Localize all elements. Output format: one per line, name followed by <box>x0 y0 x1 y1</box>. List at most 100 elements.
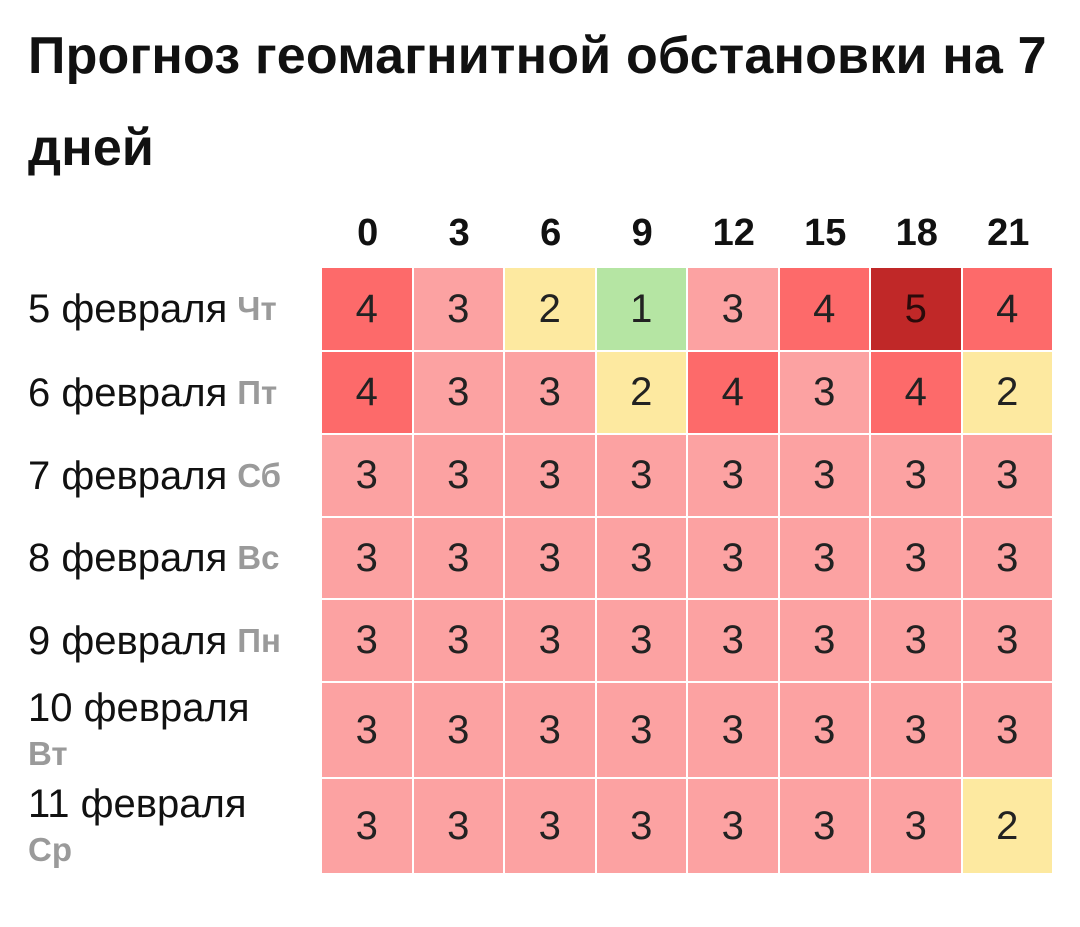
kp-cell: 3 <box>413 268 503 350</box>
kp-cell: 3 <box>688 600 778 681</box>
row-label: 7 февраля Сб <box>28 435 322 516</box>
row-cells: 3 3 3 3 3 3 3 3 <box>322 683 1052 777</box>
weekday-label: Вс <box>237 539 280 576</box>
kp-cell: 3 <box>962 683 1052 777</box>
hour-label: 18 <box>895 212 938 254</box>
row-label: 5 февраля Чт <box>28 268 322 350</box>
kp-cell: 3 <box>962 600 1052 681</box>
row-label: 9 февраля Пн <box>28 600 322 681</box>
kp-cell: 3 <box>871 518 961 598</box>
kp-cell: 3 <box>871 779 961 873</box>
kp-cell: 3 <box>596 683 686 777</box>
kp-cell: 1 <box>596 268 686 350</box>
row-cells: 3 3 3 3 3 3 3 3 <box>322 600 1052 681</box>
kp-cell: 3 <box>688 683 778 777</box>
weekday-label: Пт <box>237 373 278 411</box>
kp-cell: 3 <box>322 779 412 873</box>
kp-cell: 4 <box>962 268 1052 350</box>
kp-cell: 3 <box>596 779 686 873</box>
kp-cell: 3 <box>962 518 1052 598</box>
kp-cell: 3 <box>413 352 503 433</box>
row-label: 10 февраля Вт <box>28 683 322 777</box>
forecast-row: 9 февраля Пн 3 3 3 3 3 3 3 3 <box>28 600 1054 681</box>
kp-cell: 3 <box>779 779 869 873</box>
hour-label: 3 <box>448 212 470 254</box>
date-label: 9 февраля <box>28 618 228 663</box>
kp-cell: 3 <box>596 518 686 598</box>
date-label: 5 февраля <box>28 287 228 331</box>
date-label: 6 февраля <box>28 370 228 415</box>
row-cells: 3 3 3 3 3 3 3 2 <box>322 779 1052 873</box>
forecast-row: 6 февраля Пт 4 3 3 2 4 3 4 2 <box>28 352 1054 433</box>
kp-cell: 3 <box>322 600 412 681</box>
kp-cell: 2 <box>962 352 1052 433</box>
weekday-label: Пн <box>237 621 281 659</box>
kp-cell: 4 <box>322 352 412 433</box>
kp-cell: 3 <box>413 435 503 516</box>
kp-cell: 3 <box>688 435 778 516</box>
hour-label: 15 <box>804 212 847 254</box>
kp-cell: 2 <box>596 352 686 433</box>
hour-label: 0 <box>357 212 379 254</box>
kp-cell: 3 <box>871 683 961 777</box>
weekday-label: Сб <box>237 456 282 494</box>
kp-cell: 3 <box>505 779 595 873</box>
kp-cell: 2 <box>505 268 595 350</box>
forecast-row: 5 февраля Чт 4 3 2 1 3 4 5 4 <box>28 268 1054 350</box>
kp-cell: 3 <box>688 268 778 350</box>
kp-cell: 3 <box>505 435 595 516</box>
date-label: 8 февраля <box>28 536 228 580</box>
date-label: 7 февраля <box>28 453 228 498</box>
kp-cell: 3 <box>505 518 595 598</box>
forecast-row: 11 февраля Ср 3 3 3 3 3 3 3 2 <box>28 779 1054 873</box>
row-cells: 3 3 3 3 3 3 3 3 <box>322 435 1052 516</box>
forecast-row: 7 февраля Сб 3 3 3 3 3 3 3 3 <box>28 435 1054 516</box>
kp-cell: 5 <box>871 268 961 350</box>
kp-cell: 3 <box>413 600 503 681</box>
forecast-row: 10 февраля Вт 3 3 3 3 3 3 3 3 <box>28 683 1054 777</box>
row-cells: 4 3 3 2 4 3 4 2 <box>322 352 1052 433</box>
kp-cell: 3 <box>779 600 869 681</box>
kp-cell: 3 <box>779 518 869 598</box>
hour-label: 21 <box>987 212 1030 254</box>
weekday-label: Чт <box>237 290 277 327</box>
forecast-table: 5 февраля Чт 4 3 2 1 3 4 5 4 6 февраля П… <box>28 268 1054 873</box>
kp-cell: 3 <box>505 600 595 681</box>
kp-cell: 3 <box>871 600 961 681</box>
kp-cell: 3 <box>779 683 869 777</box>
kp-cell: 3 <box>322 435 412 516</box>
date-label: 10 февраля <box>28 686 250 730</box>
kp-cell: 3 <box>413 779 503 873</box>
kp-cell: 3 <box>596 600 686 681</box>
kp-cell: 3 <box>962 435 1052 516</box>
kp-cell: 3 <box>688 518 778 598</box>
kp-cell: 3 <box>779 352 869 433</box>
kp-cell: 3 <box>688 779 778 873</box>
weekday-label: Вт <box>28 735 68 772</box>
hour-header: 0 3 6 9 12 15 18 21 <box>322 204 1054 262</box>
page-title: Прогноз геомагнитной обстановки на 7 дне… <box>28 27 1047 177</box>
weekday-label: Ср <box>28 831 72 868</box>
kp-cell: 3 <box>596 435 686 516</box>
forecast-row: 8 февраля Вс 3 3 3 3 3 3 3 3 <box>28 518 1054 598</box>
kp-cell: 4 <box>688 352 778 433</box>
kp-cell: 3 <box>505 352 595 433</box>
kp-cell: 3 <box>322 683 412 777</box>
kp-cell: 3 <box>322 518 412 598</box>
row-label: 6 февраля Пт <box>28 352 322 433</box>
hour-label: 9 <box>631 212 653 254</box>
kp-cell: 3 <box>413 518 503 598</box>
row-cells: 4 3 2 1 3 4 5 4 <box>322 268 1052 350</box>
hour-label: 6 <box>540 212 562 254</box>
date-label: 11 февраля <box>28 782 247 826</box>
kp-cell: 3 <box>779 435 869 516</box>
kp-cell: 3 <box>505 683 595 777</box>
kp-cell: 4 <box>779 268 869 350</box>
kp-cell: 4 <box>322 268 412 350</box>
kp-cell: 4 <box>871 352 961 433</box>
kp-cell: 2 <box>962 779 1052 873</box>
row-label: 8 февраля Вс <box>28 518 322 598</box>
kp-cell: 3 <box>413 683 503 777</box>
row-cells: 3 3 3 3 3 3 3 3 <box>322 518 1052 598</box>
